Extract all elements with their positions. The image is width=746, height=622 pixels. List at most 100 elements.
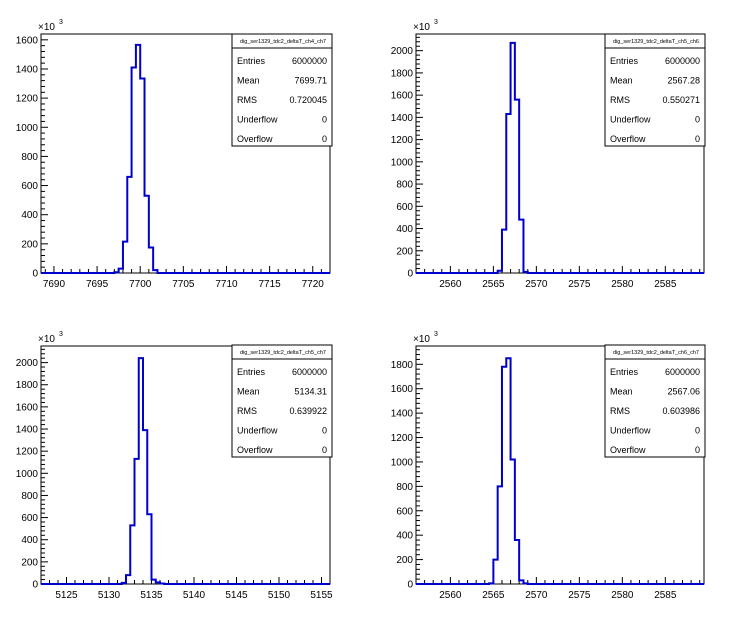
stats-label: RMS (237, 406, 257, 416)
histogram-panel-3: 0 200 400 600 800 1000 1200 1400 1600 1800 2000 512… (16, 331, 333, 601)
x-tick-label: 5135 (140, 590, 163, 601)
y-tick-label: 2000 (16, 358, 39, 369)
x-tick-label: 2585 (654, 590, 677, 601)
y-tick-label: 1600 (16, 402, 39, 413)
stats-box: dig_ser1329_tdc2_deltaT_ch4_ch7 Entries 60… (231, 33, 333, 147)
stats-label: Underflow (237, 426, 278, 436)
y-tick-label: 1000 (16, 469, 39, 480)
stats-label: Overflow (610, 134, 646, 144)
x-tick-label: 2580 (611, 590, 634, 601)
stats-value: 0 (695, 134, 700, 144)
y-tick-label: 200 (21, 557, 38, 568)
x-tick-label: 5130 (98, 590, 121, 601)
stats-label: RMS (237, 95, 257, 105)
x-tick-label: 7715 (258, 279, 281, 290)
y-tick-label: 1600 (16, 35, 39, 46)
x-tick-label: 5155 (310, 590, 333, 601)
y-tick-label: 400 (396, 531, 413, 542)
y-tick-label: 1400 (391, 113, 414, 124)
histogram-line (416, 41, 704, 274)
y-exponent-label: 3 (434, 331, 438, 338)
stats-label: Underflow (610, 115, 651, 125)
y-tick-label: 1000 (16, 123, 39, 134)
y-tick-label: 600 (396, 506, 413, 517)
y-tick-label: 0 (32, 269, 38, 280)
stats-box-frame (604, 344, 706, 458)
y-tick-label: 800 (21, 152, 38, 163)
stats-value: 2567.28 (667, 76, 700, 86)
y-tick-label: 1800 (16, 380, 39, 391)
stats-box-title: dig_ser1329_tdc2_deltaT_ch5_ch7 (240, 350, 326, 356)
x-tick-label: 2580 (611, 279, 634, 290)
y-tick-label: 0 (407, 269, 413, 280)
y-multiplier-label: ×10 (413, 334, 430, 345)
stats-box: dig_ser1329_tdc2_deltaT_ch5_ch7 Entries 60… (231, 344, 333, 458)
stats-value: 0.639922 (289, 406, 327, 416)
stats-box-frame (231, 344, 333, 458)
histogram-panel-2: 0 200 400 600 800 1000 1200 1400 1600 1800 2000 256… (391, 19, 706, 290)
y-tick-label: 1400 (391, 409, 414, 420)
stats-value: 6000000 (665, 367, 700, 377)
stats-label: Mean (237, 76, 260, 86)
histogram-line (416, 357, 704, 585)
y-tick-label: 1200 (16, 447, 39, 458)
x-tick-label: 5140 (183, 590, 206, 601)
x-tick-label: 7710 (215, 279, 238, 290)
y-tick-label: 200 (21, 239, 38, 250)
stats-label: Overflow (610, 445, 646, 455)
stats-label: Overflow (237, 445, 273, 455)
stats-value: 6000000 (665, 56, 700, 66)
stats-label: Entries (610, 56, 639, 66)
y-tick-label: 400 (396, 224, 413, 235)
stats-value: 2567.06 (667, 387, 700, 397)
y-tick-label: 400 (21, 210, 38, 221)
y-tick-label: 800 (396, 180, 413, 191)
stats-value: 0.603986 (662, 406, 700, 416)
y-tick-label: 1200 (16, 94, 39, 105)
stats-box-title: dig_ser1329_tdc2_deltaT_ch5_ch6 (613, 39, 699, 45)
y-tick-label: 1200 (391, 135, 414, 146)
stats-value: 0 (322, 445, 327, 455)
y-exponent-label: 3 (434, 19, 438, 26)
y-tick-label: 1400 (16, 64, 39, 75)
x-tick-label: 5150 (268, 590, 291, 601)
stats-value: 0 (322, 134, 327, 144)
stats-label: Overflow (237, 134, 273, 144)
stats-label: RMS (610, 95, 630, 105)
stats-label: Mean (610, 387, 633, 397)
stats-label: Mean (610, 76, 633, 86)
y-tick-label: 400 (21, 535, 38, 546)
histogram-line (41, 357, 330, 585)
y-tick-label: 600 (21, 181, 38, 192)
y-tick-label: 1600 (391, 91, 414, 102)
x-tick-label: 2565 (482, 590, 505, 601)
stats-value: 0 (322, 426, 327, 436)
stats-value: 7699.71 (294, 76, 327, 86)
stats-box: dig_ser1329_tdc2_deltaT_ch5_ch6 Entries 60… (604, 33, 706, 147)
x-tick-label: 7700 (129, 279, 152, 290)
stats-label: Entries (610, 367, 639, 377)
x-tick-label: 7690 (43, 279, 66, 290)
stats-value: 5134.31 (294, 387, 327, 397)
x-tick-label: 7705 (172, 279, 195, 290)
y-tick-label: 1200 (391, 433, 414, 444)
x-tick-label: 7695 (86, 279, 109, 290)
x-tick-label: 2565 (482, 279, 505, 290)
y-tick-label: 1000 (391, 457, 414, 468)
stats-label: Entries (237, 56, 266, 66)
stats-value: 0 (695, 115, 700, 125)
y-tick-label: 1600 (391, 384, 414, 395)
stats-label: RMS (610, 406, 630, 416)
histogram-panel-1: 0 200 400 600 800 1000 1200 1400 1600 7690 7695 770… (16, 19, 333, 290)
x-tick-label: 2575 (568, 279, 591, 290)
stats-value: 0.550271 (662, 95, 700, 105)
y-exponent-label: 3 (59, 19, 63, 26)
stats-value: 0 (695, 445, 700, 455)
histogram-panel-4: 0 200 400 600 800 1000 1200 1400 1600 1800 2560 256… (391, 331, 706, 601)
stats-value: 6000000 (292, 56, 327, 66)
y-tick-label: 1800 (391, 360, 414, 371)
x-tick-label: 2575 (568, 590, 591, 601)
stats-box-title: dig_ser1329_tdc2_deltaT_ch4_ch7 (240, 39, 326, 45)
x-tick-label: 2585 (654, 279, 677, 290)
